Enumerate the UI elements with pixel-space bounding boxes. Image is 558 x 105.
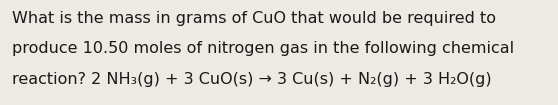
Text: What is the mass in grams of CuO that would be required to: What is the mass in grams of CuO that wo…	[12, 11, 496, 26]
Text: produce 10.50 moles of nitrogen gas in the following chemical: produce 10.50 moles of nitrogen gas in t…	[12, 41, 514, 56]
Text: reaction? 2 NH₃(g) + 3 CuO(s) → 3 Cu(s) + N₂(g) + 3 H₂O(g): reaction? 2 NH₃(g) + 3 CuO(s) → 3 Cu(s) …	[12, 72, 492, 87]
